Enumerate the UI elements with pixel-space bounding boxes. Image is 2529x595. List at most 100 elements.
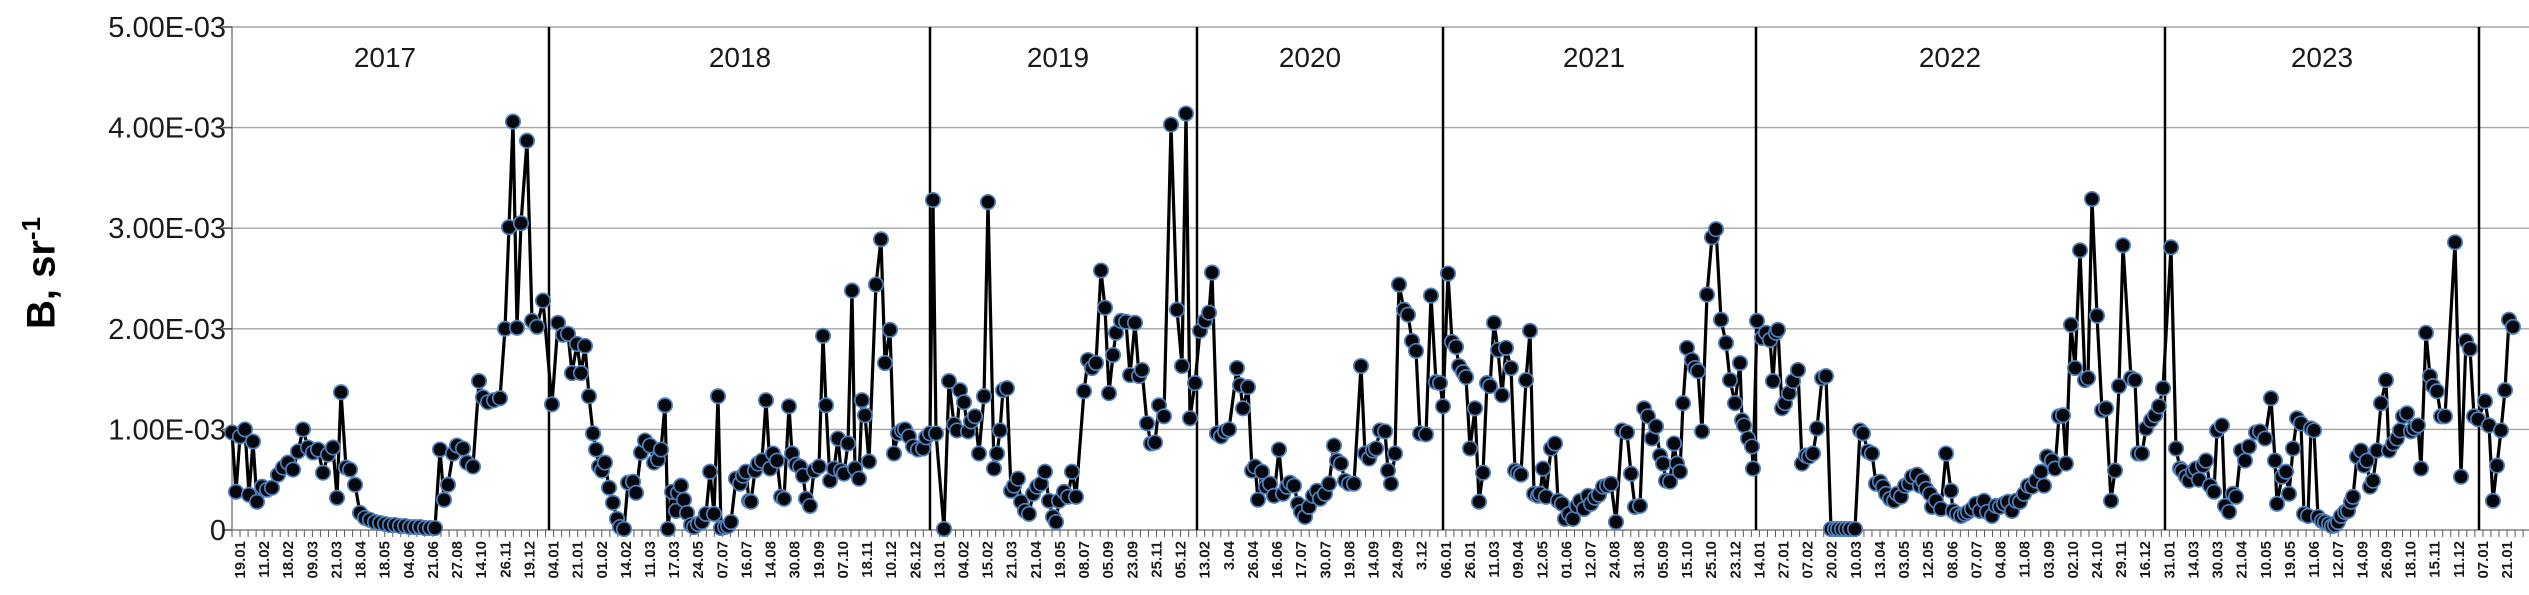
x-tick-label: 30.07 [1317,541,1334,579]
data-point [1104,346,1122,364]
data-point [2476,393,2494,410]
data-point [970,445,988,462]
x-tick-label: 25.10 [1703,541,1720,579]
data-point [701,463,719,480]
data-point [817,397,835,414]
data-point [2268,495,2286,512]
data-point [742,493,760,510]
data-point [596,454,614,471]
x-tick-label: 30.03 [2210,541,2227,579]
data-point [998,380,1016,397]
data-point [518,132,536,149]
data-point [1512,466,1530,483]
data-point [975,388,993,405]
data-point [627,484,645,501]
x-tick-label: 29.11 [2113,541,2130,578]
x-tick-label: 18.05 [377,541,394,579]
data-point [2110,378,2128,395]
data-point [2133,445,2151,462]
data-point [1220,421,1238,438]
data-point [1181,410,1199,427]
x-tick-label: 08.06 [1944,541,1961,579]
data-point [709,388,727,405]
data-point [705,505,723,522]
x-tick-label: 11.08 [2017,541,2034,578]
x-tick-label: 19.09 [811,541,828,579]
data-point [801,497,819,514]
data-point [672,477,690,494]
data-point [2150,398,2168,415]
data-point [604,494,622,511]
data-point [2079,370,2097,387]
data-point [872,231,890,248]
data-point [2240,438,2258,455]
data-point [576,337,594,354]
x-tick-label: 12.05 [1920,541,1937,579]
data-point [1092,262,1110,279]
data-point [328,489,346,506]
data-point [1863,445,1881,462]
data-point [1937,445,1955,462]
data-point [346,476,364,493]
data-point [1661,473,1679,490]
x-tick-label: 3.04 [1221,540,1238,570]
x-tick-label: 21.01 [2499,541,2516,579]
x-tick-label: 16.12 [2137,541,2154,579]
data-point [1020,505,1038,522]
data-point [1390,276,1408,293]
y-tick-label: 5.00E-03 [108,12,226,44]
x-tick-label: 13.04 [1872,540,1889,578]
x-tick-label: 03.05 [1896,541,1913,579]
data-point [2057,455,2075,472]
x-tick-label: 07.01 [2475,541,2492,579]
x-tick-label: 12.07 [2330,541,2347,579]
data-point [1434,398,1452,415]
x-tick-label: 3.12 [1414,541,1431,570]
data-point [1726,395,1744,412]
data-point [924,191,942,209]
data-point [1631,497,1649,514]
data-point [1654,455,1672,472]
data-point [814,327,832,344]
x-tick-label: 01.02 [594,541,611,579]
data-point [2417,324,2435,341]
data-point [979,193,997,211]
data-point [2428,383,2446,400]
year-label: 2017 [354,42,416,73]
data-point [1647,418,1665,435]
data-point [1228,359,1246,377]
year-label: 2022 [1919,42,1981,73]
data-point [1485,314,1503,331]
data-point [2167,440,2185,457]
x-tick-label: 17.07 [1293,541,1310,579]
data-point [508,319,526,336]
data-point [227,483,245,500]
data-point [2154,380,2172,397]
data-point [1698,286,1716,303]
x-tick-label: 11.12 [2451,541,2468,578]
data-point [2083,190,2101,208]
data-point [435,491,453,508]
year-label: 2020 [1279,42,1341,73]
year-label: 2021 [1563,42,1625,73]
data-point [559,325,577,342]
data-point [850,470,868,487]
x-tick-label: 16.07 [738,541,755,579]
data-point [1200,304,1218,321]
y-tick-label: 0 [210,515,226,547]
data-point [1497,339,1515,356]
data-point [1162,116,1180,133]
data-point [1622,465,1640,482]
data-point [2461,340,2479,357]
x-tick-label: 16.06 [1269,541,1286,579]
data-point [263,479,281,496]
x-tick-label: 24.09 [1390,541,1407,579]
data-point [2066,359,2084,377]
data-point [2412,460,2430,477]
data-point [2220,503,2238,520]
x-tick-label: 14.03 [2185,541,2202,579]
data-point [2236,452,2254,469]
x-tick-label: 05.09 [1655,541,1672,579]
x-tick-label: 23.09 [1124,541,1141,579]
data-point [2280,485,2298,502]
